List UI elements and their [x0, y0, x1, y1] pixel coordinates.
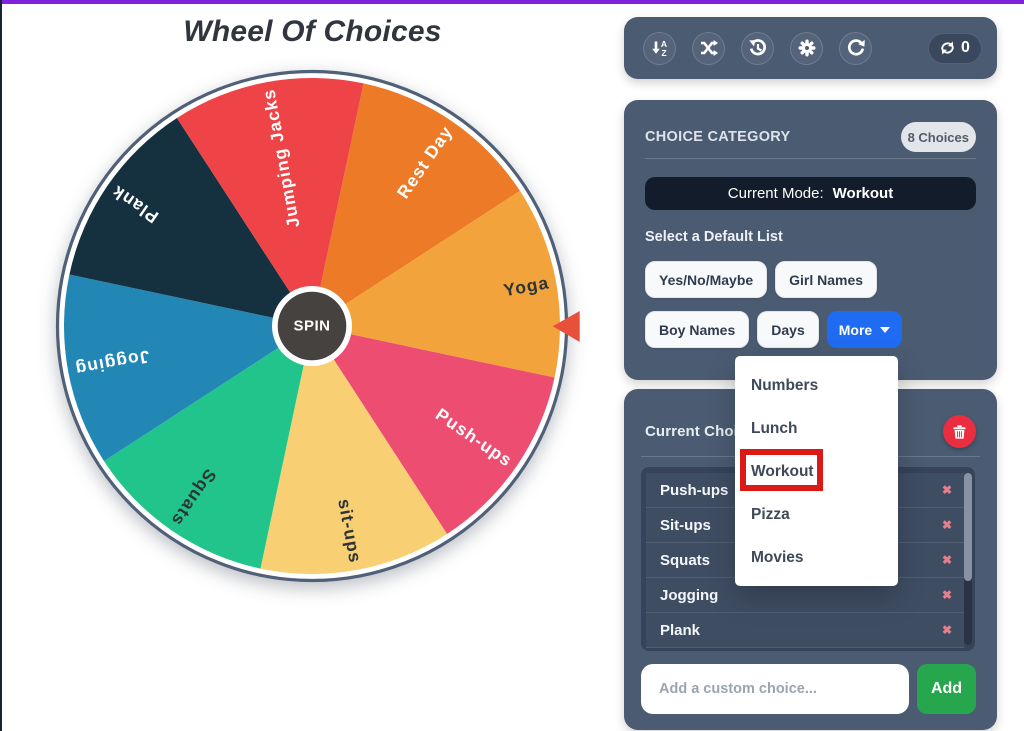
svg-text:SPIN: SPIN [293, 318, 330, 335]
svg-text:A: A [660, 39, 666, 49]
svg-text:Z: Z [661, 48, 666, 57]
